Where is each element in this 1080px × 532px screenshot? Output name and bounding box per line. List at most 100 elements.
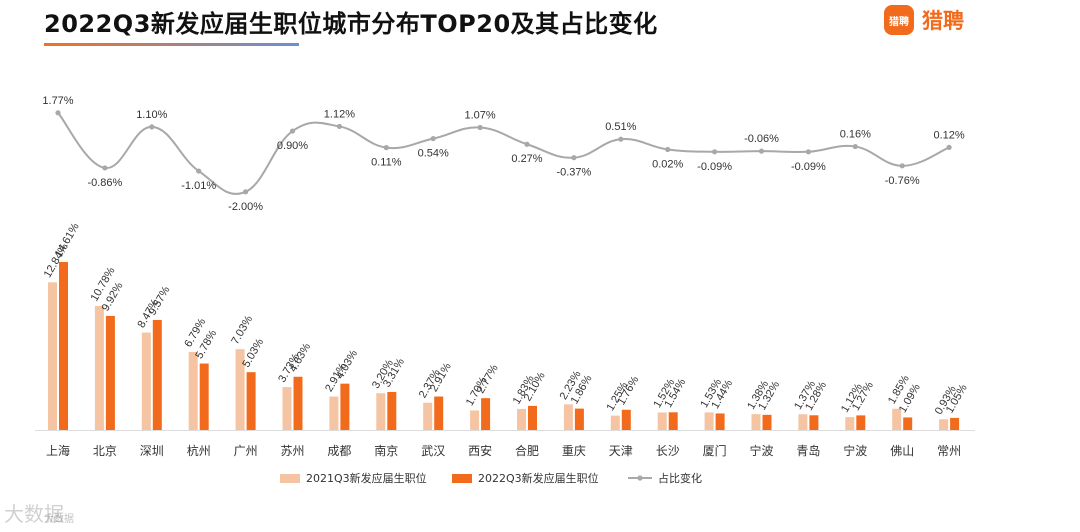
change-point-label: -1.01% xyxy=(181,180,216,192)
change-point xyxy=(477,124,483,131)
bar-2021 xyxy=(939,419,949,430)
bar-2021 xyxy=(798,414,808,430)
bar-2021 xyxy=(657,412,667,430)
watermark: 大数据 xyxy=(4,502,64,526)
change-point-label: 1.12% xyxy=(324,108,355,120)
category-label: 西安 xyxy=(468,443,492,458)
category-label: 厦门 xyxy=(703,443,727,458)
category-label: 杭州 xyxy=(187,443,211,458)
bar-2022 xyxy=(621,409,631,430)
bar-2022 xyxy=(528,405,537,430)
change-point xyxy=(196,168,202,174)
bar-2022 xyxy=(246,372,256,430)
legend-swatch-2022 xyxy=(452,474,472,483)
legend-label-change: 占比变化 xyxy=(658,471,702,485)
change-point xyxy=(524,141,530,147)
bar-2021 xyxy=(423,402,433,430)
change-point xyxy=(336,123,342,130)
category-label: 上海 xyxy=(46,443,70,458)
change-point-label: -0.37% xyxy=(556,167,591,179)
brand-logo: 猎聘 猎聘 xyxy=(884,3,964,37)
legend-label-2021: 2021Q3新发应届生职位 xyxy=(306,471,427,485)
bar-2021 xyxy=(94,306,104,430)
bar-2022 xyxy=(105,315,115,430)
category-label: 北京 xyxy=(93,444,117,458)
bar-2021 xyxy=(376,393,386,430)
change-point xyxy=(289,128,296,134)
bar-2022 xyxy=(387,391,397,430)
bar-2022 xyxy=(340,383,350,430)
change-point-label: 0.51% xyxy=(605,121,636,133)
change-point xyxy=(946,144,952,150)
liepin-logo-icon: 猎聘 xyxy=(884,5,914,35)
change-point xyxy=(571,155,577,161)
category-label: 深圳 xyxy=(140,444,164,458)
change-point xyxy=(758,148,765,154)
legend-marker-change xyxy=(637,475,643,481)
change-point xyxy=(618,136,624,142)
change-point xyxy=(149,124,155,130)
legend-swatch-2021 xyxy=(280,474,300,483)
bar-2022 xyxy=(668,412,678,430)
change-point-label: -0.76% xyxy=(885,175,920,187)
change-point xyxy=(102,165,108,171)
change-point-label: 0.12% xyxy=(933,129,964,141)
change-point-label: -2.00% xyxy=(228,201,263,213)
category-label: 佛山 xyxy=(890,444,914,458)
category-label: 合肥 xyxy=(515,443,539,458)
category-label: 长沙 xyxy=(656,444,680,458)
change-point xyxy=(712,149,718,155)
category-label: 天津 xyxy=(609,444,633,458)
bar-2022 xyxy=(715,413,725,430)
bar-2021 xyxy=(188,351,198,430)
bar-2021 xyxy=(141,332,151,430)
bar-2022 xyxy=(152,319,162,430)
category-label: 成都 xyxy=(327,444,351,458)
change-point-label: 0.11% xyxy=(371,157,402,169)
bar-2021 xyxy=(517,408,526,430)
bar-2022 xyxy=(762,414,772,430)
change-point-label: 0.54% xyxy=(418,148,449,160)
bar-2021 xyxy=(892,408,902,430)
bar-2021 xyxy=(329,396,339,430)
change-point-label: 0.16% xyxy=(840,129,871,141)
change-point-label: -0.86% xyxy=(87,177,122,189)
bar-2022 xyxy=(481,398,491,430)
bar-2022 xyxy=(856,415,866,430)
change-point-label: 0.27% xyxy=(511,153,542,165)
change-point xyxy=(665,146,671,153)
change-point-label: -0.09% xyxy=(697,161,732,173)
change-point-label: 1.07% xyxy=(464,109,495,121)
change-point-label: -0.09% xyxy=(791,161,826,173)
category-label: 重庆 xyxy=(562,444,586,458)
bar-2021 xyxy=(563,404,573,430)
watermark-sub: 大数据 xyxy=(44,514,74,525)
bar-2022 xyxy=(950,417,960,430)
category-label: 苏州 xyxy=(280,444,304,458)
category-label: 武汉 xyxy=(421,444,445,458)
change-point xyxy=(805,149,812,155)
legend-label-2022: 2022Q3新发应届生职位 xyxy=(478,471,599,485)
change-point xyxy=(899,163,905,169)
change-point xyxy=(430,135,436,142)
category-label: 南京 xyxy=(374,443,398,458)
bar-2021 xyxy=(48,282,57,430)
bar-2022 xyxy=(434,396,444,430)
change-point-label: 0.02% xyxy=(652,158,683,170)
category-label: 宁波 xyxy=(749,443,773,458)
bar-2022 xyxy=(903,417,913,430)
bar-2021 xyxy=(235,349,245,430)
change-point xyxy=(852,143,858,150)
bar-2022 xyxy=(809,415,819,430)
brand-name: 猎聘 xyxy=(922,9,964,33)
bar-2021 xyxy=(282,387,292,430)
change-point-label: -0.06% xyxy=(744,133,779,145)
category-label: 常州 xyxy=(937,444,961,458)
category-label: 宁波 xyxy=(843,443,867,458)
change-point-label: 1.10% xyxy=(136,109,167,121)
change-point xyxy=(243,189,249,195)
bar-2021 xyxy=(470,410,480,430)
change-point xyxy=(383,145,389,151)
bar-2022 xyxy=(59,261,68,430)
